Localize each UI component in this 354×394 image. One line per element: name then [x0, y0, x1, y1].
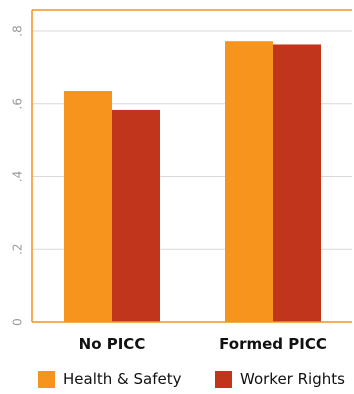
- legend-item-health-safety: Health & Safety: [38, 370, 181, 388]
- y-tick-label-1: .2: [11, 244, 25, 255]
- y-tick-label-4: .8: [11, 25, 25, 36]
- legend-label-worker-rights: Worker Rights: [240, 370, 345, 388]
- y-axis-ticks: 0 .2 .4 .6 .8: [11, 25, 25, 326]
- legend-swatch-health-safety: [38, 370, 55, 388]
- legend-item-worker-rights: Worker Rights: [215, 370, 345, 388]
- y-tick-label-3: .6: [11, 98, 25, 109]
- y-tick-label-0: 0: [11, 318, 25, 326]
- bar-no-picc-worker-rights: [112, 109, 160, 322]
- bar-formed-picc-worker-rights: [273, 44, 321, 323]
- bar-no-picc-health-safety: [64, 91, 112, 322]
- x-category-label-1: Formed PICC: [219, 335, 327, 353]
- legend-label-health-safety: Health & Safety: [63, 370, 182, 388]
- x-category-label-0: No PICC: [79, 335, 146, 353]
- x-axis-categories: No PICC Formed PICC: [79, 335, 327, 353]
- y-tick-label-2: .4: [11, 171, 25, 182]
- legend: Health & Safety Worker Rights: [0, 370, 354, 394]
- bars: [64, 41, 321, 323]
- plot-frame: [31, 9, 352, 323]
- legend-swatch-worker-rights: [215, 370, 232, 388]
- bar-formed-picc-health-safety: [225, 41, 273, 323]
